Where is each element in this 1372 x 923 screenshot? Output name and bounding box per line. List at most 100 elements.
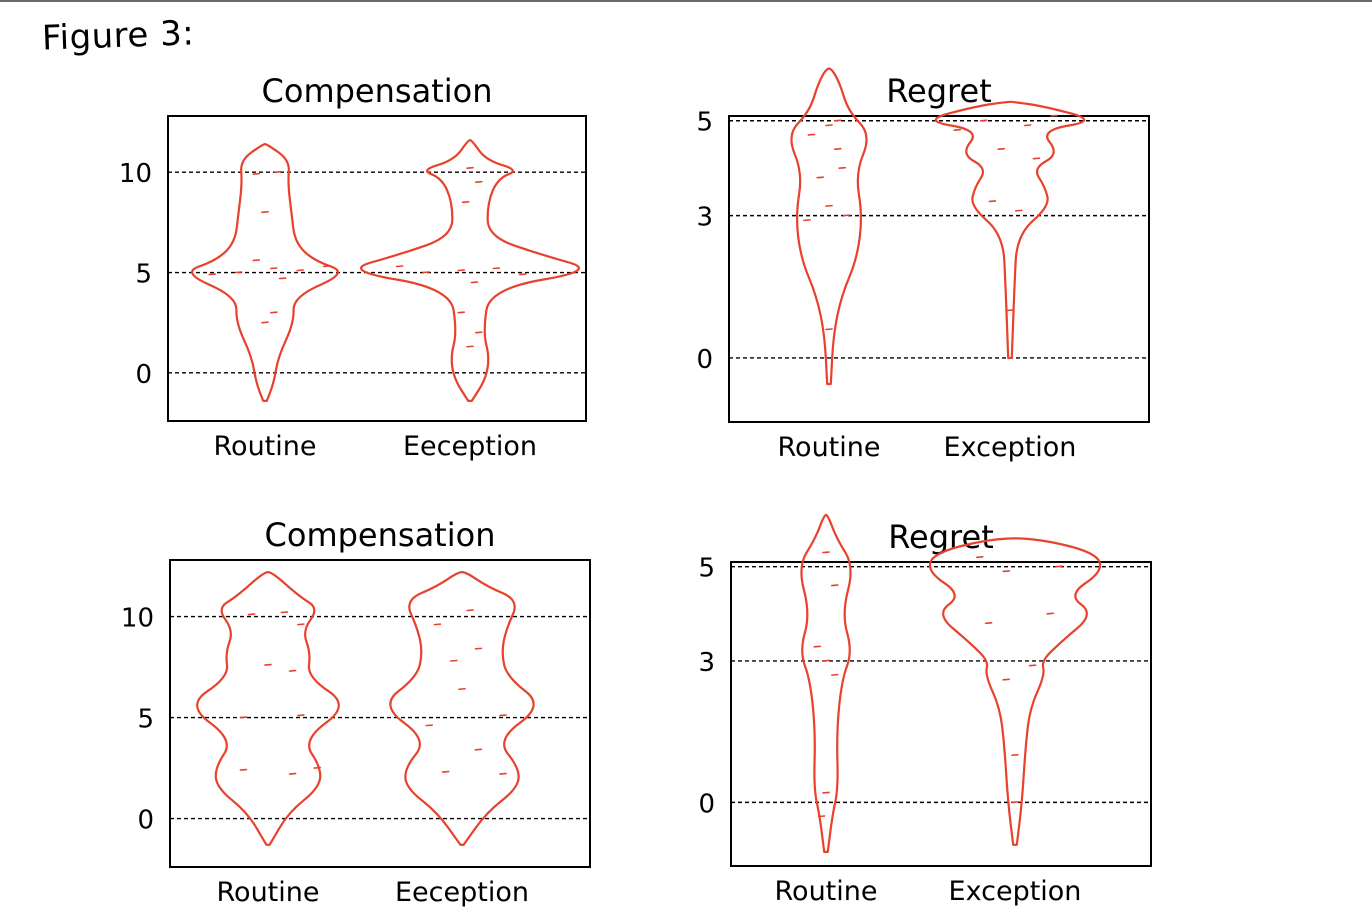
chart-panel-3: Compensation 0 5 10 Routine Eeception [121,516,591,908]
data-point-mark [474,331,483,334]
data-point-mark [838,166,847,169]
y-tick-label: 0 [137,806,154,836]
violin-exception [928,537,1102,846]
data-point-mark [979,119,988,122]
data-point-mark [458,687,466,691]
data-point-mark [313,766,322,769]
data-point-mark [269,311,278,314]
y-tick-label: 10 [121,604,154,634]
data-point-mark [822,791,830,794]
data-point-mark [322,265,331,268]
data-point-mark [822,659,830,662]
data-point-mark [822,551,830,554]
data-point-mark [474,647,483,650]
x-category-label: Routine [775,876,878,907]
data-point-mark [1011,801,1019,804]
data-point-mark [264,663,272,666]
chart-panel-4: Regret 0 3 5 Routine Exception [698,513,1152,907]
y-tick-label: 5 [696,108,713,138]
data-point-mark [1050,114,1058,117]
violin-exception [934,100,1086,360]
data-point-mark [474,748,483,751]
violin-eeception [360,139,580,402]
data-point-mark [833,147,842,151]
data-point-mark [278,277,287,280]
data-point-mark [422,271,430,274]
data-point-mark [1055,565,1063,568]
data-point-mark [395,265,404,268]
chart-title: Regret [886,72,991,110]
data-point-mark [261,321,269,324]
data-point-mark [466,345,474,348]
y-tick-label: 5 [137,705,154,735]
data-point-mark [269,267,278,270]
data-point-mark [296,714,305,717]
data-point-mark [461,200,470,204]
data-point-mark [1046,612,1054,615]
data-point-mark [247,613,256,616]
violin-eeception [389,571,535,846]
chart-title: Compensation [265,516,496,554]
data-point-mark [425,724,434,727]
chart-panel-1: Compensation 0 5 10 Routine Eeception [119,72,587,462]
data-point-mark [1014,209,1023,212]
data-point-mark [252,172,261,175]
violin-routine [790,67,868,386]
data-point-mark [296,269,305,272]
data-point-mark [1032,157,1041,160]
data-point-mark [842,214,851,217]
plot-frame [167,115,587,422]
data-point-mark [457,269,466,272]
data-point-mark [1002,570,1011,573]
top-border-line [0,0,1372,2]
data-point-mark [470,281,479,284]
data-point-mark [833,119,842,122]
data-point-mark [825,124,833,127]
chart-title: Regret [888,518,993,556]
data-point-mark [234,271,243,274]
chart-title: Compensation [262,72,493,110]
data-point-mark [1023,124,1032,127]
data-point-mark [296,623,305,626]
data-point-mark [830,673,839,676]
violin-routine [191,143,339,402]
x-category-label: Exception [944,432,1077,463]
data-point-mark [288,669,297,672]
violin-routine [800,513,852,853]
data-point-mark [984,621,993,625]
data-point-mark [274,170,283,173]
data-point-mark [825,204,833,207]
data-point-mark [807,133,816,136]
x-category-label: Eeception [403,431,537,462]
data-point-mark [1002,678,1011,681]
chart-panel-2: Regret 0 3 5 Routine Exception [696,67,1150,463]
y-tick-label: 3 [698,648,715,678]
y-tick-label: 3 [696,203,713,233]
data-point-mark [239,768,248,771]
y-tick-label: 0 [135,360,152,390]
plot-frame [169,559,591,868]
y-tick-label: 5 [135,260,152,290]
data-point-mark [457,311,466,314]
data-point-mark [252,259,261,262]
y-tick-label: 10 [119,159,152,189]
data-point-mark [239,716,248,719]
data-point-mark [441,770,450,773]
data-point-mark [466,609,475,612]
data-point-mark [1011,753,1019,757]
x-category-label: Routine [214,431,317,462]
data-point-mark [474,180,483,184]
data-point-mark [499,714,507,717]
plot-frame [728,115,1150,423]
y-tick-label: 5 [698,554,715,584]
data-point-mark [953,128,962,132]
data-point-mark [825,328,833,331]
data-point-mark [813,645,822,648]
data-point-mark [830,584,839,587]
data-point-mark [433,623,442,626]
data-point-mark [988,200,997,203]
data-point-mark [817,815,826,818]
data-point-mark [208,273,216,276]
plot-frame [730,561,1152,867]
